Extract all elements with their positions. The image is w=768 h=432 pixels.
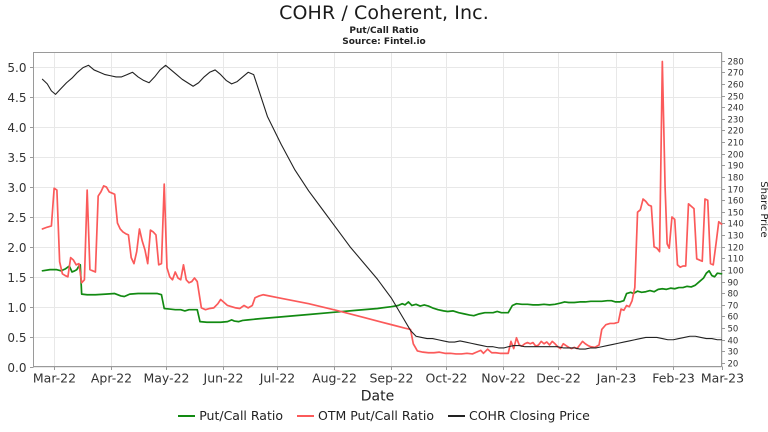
legend-swatch-icon (447, 414, 465, 417)
x-axis-tick-label: Dec-22 (536, 371, 581, 386)
y-axis-tick-label: 0.0 (7, 361, 26, 375)
x-axis-tick-label: Feb-23 (652, 371, 695, 386)
series-line-1 (41, 263, 723, 324)
y2-axis-title: Share Price (758, 181, 768, 237)
y2-axis-tick-label: 170 (728, 186, 744, 196)
y-axis-tick-label: 2.0 (7, 241, 26, 255)
chart-title: COHR / Coherent, Inc. (279, 2, 489, 24)
y2-axis-tick-label: 100 (728, 267, 744, 277)
y2-axis-tick-label: 50 (728, 325, 739, 335)
legend-item-3[interactable]: COHR Closing Price (441, 408, 597, 423)
y2-axis-tick-label: 210 (728, 139, 744, 149)
y2-axis-tick-label: 240 (728, 104, 744, 114)
x-axis-tick-label: Mar-23 (701, 371, 744, 386)
chart-source: Source: Fintel.io (342, 37, 426, 47)
x-axis-title: Date (361, 389, 394, 405)
series-line-3 (41, 64, 723, 350)
x-axis-tick-label: Apr-22 (91, 371, 132, 386)
plot-frame (33, 52, 722, 367)
legend-label: Put/Call Ratio (199, 408, 283, 423)
x-axis-tick-label: Oct-22 (425, 371, 467, 386)
legend-item-2[interactable]: OTM Put/Call Ratio (290, 408, 441, 423)
x-axis-tick-label: Nov-22 (481, 371, 525, 386)
y2-axis-tick-label: 250 (728, 93, 744, 103)
y2-axis-tick-label: 230 (728, 116, 744, 126)
y2-axis-tick-label: 150 (728, 209, 744, 219)
y-axis-tick-label: 2.5 (7, 211, 26, 225)
chart-legend: Put/Call Ratio OTM Put/Call Ratio COHR Clo… (0, 408, 768, 423)
y2-axis-tick-label: 220 (728, 127, 744, 137)
y2-axis-tick-label: 180 (728, 174, 744, 184)
x-axis-tick-label: Jul-22 (259, 371, 296, 386)
y2-axis-tick-label: 270 (728, 69, 744, 79)
legend-label: COHR Closing Price (468, 408, 590, 423)
y2-axis-tick-label: 190 (728, 162, 744, 172)
y-axis-tick-label: 3.0 (7, 181, 26, 195)
y2-axis-tick-label: 160 (728, 197, 744, 207)
y2-axis-tick-label: 130 (728, 232, 744, 242)
y-axis-tick-label: 1.5 (7, 271, 26, 285)
x-axis-tick-label: Sep-22 (370, 371, 414, 386)
x-axis-tick-label: May-22 (143, 371, 189, 386)
y2-axis-tick-label: 260 (728, 81, 744, 91)
y2-axis-tick-label: 280 (728, 58, 744, 68)
series-line-2 (41, 60, 723, 355)
y2-axis-tick-label: 140 (728, 220, 744, 230)
chart-subtitle: Put/Call Ratio (349, 26, 419, 36)
x-axis-tick-label: Mar-22 (33, 371, 76, 386)
y2-axis-tick-label: 120 (728, 244, 744, 254)
y2-axis-tick-label: 30 (728, 348, 739, 358)
x-axis-tick-label: Aug-22 (312, 371, 357, 386)
y2-axis-tick-label: 20 (728, 360, 739, 370)
y2-axis-tick-label: 80 (728, 290, 739, 300)
y2-axis-tick-label: 60 (728, 313, 739, 323)
y2-axis-tick-label: 90 (728, 279, 739, 289)
y2-axis-tick-label: 200 (728, 151, 744, 161)
y-axis-tick-label: 5.0 (7, 61, 26, 75)
x-axis-tick-label: Jun-22 (203, 371, 244, 386)
y2-axis-tick-label: 110 (728, 255, 744, 265)
y-axis-tick-label: 4.0 (7, 121, 26, 135)
y2-axis-tick-label: 70 (728, 302, 739, 312)
y-axis-tick-label: 4.5 (7, 91, 26, 105)
legend-swatch-icon (178, 414, 196, 417)
y-axis-tick-label: 1.0 (7, 301, 26, 315)
y-axis-tick-label: 3.5 (7, 151, 26, 165)
x-axis-tick-label: Jan-23 (596, 371, 637, 386)
y2-axis-tick-label: 40 (728, 337, 739, 347)
legend-item-1[interactable]: Put/Call Ratio (171, 408, 290, 423)
y-axis-tick-label: 0.5 (7, 331, 26, 345)
legend-label: OTM Put/Call Ratio (317, 408, 434, 423)
legend-swatch-icon (296, 414, 314, 417)
